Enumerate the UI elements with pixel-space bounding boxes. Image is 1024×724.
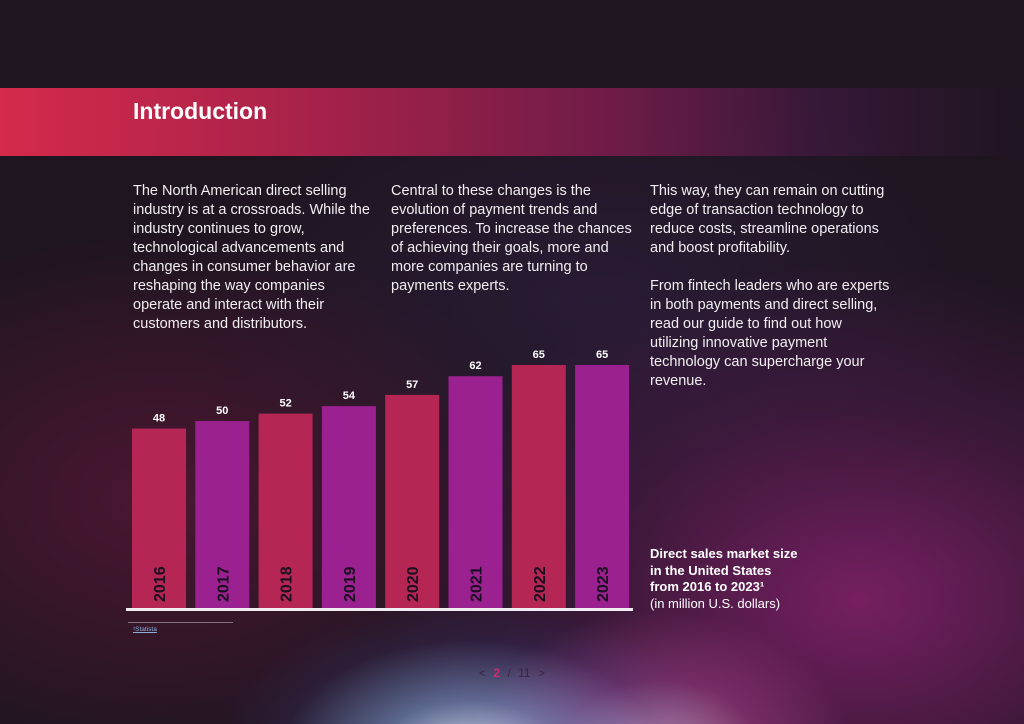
category-label: 2018 xyxy=(279,566,296,602)
intro-column-3: This way, they can remain on cutting edg… xyxy=(650,182,890,410)
caption-line: Direct sales market size xyxy=(650,546,798,561)
title-banner xyxy=(0,88,1024,156)
footnote-source-link[interactable]: ¹Statista xyxy=(133,626,157,633)
category-label: 2021 xyxy=(469,566,486,602)
page-separator: / xyxy=(507,666,511,680)
page-title: Introduction xyxy=(133,98,268,124)
total-pages: 11 xyxy=(518,666,531,680)
intro-paragraph: Central to these changes is the evolutio… xyxy=(391,183,632,294)
bar-value-label: 54 xyxy=(343,390,356,402)
bar-value-label: 48 xyxy=(153,413,165,425)
prev-page-button[interactable]: < xyxy=(479,666,487,680)
bar-value-label: 57 xyxy=(406,379,418,391)
x-axis-baseline xyxy=(126,608,633,611)
bar-2021 xyxy=(448,376,503,608)
bar-2017 xyxy=(195,421,250,608)
category-label: 2022 xyxy=(532,566,549,602)
intro-paragraph: This way, they can remain on cutting edg… xyxy=(650,183,885,256)
intro-paragraph: The North American direct selling indust… xyxy=(133,183,370,332)
bar-2016 xyxy=(132,428,186,608)
bar-2020 xyxy=(385,394,440,608)
next-page-button[interactable]: > xyxy=(537,666,545,680)
bar-2022 xyxy=(511,365,566,608)
intro-column-2: Central to these changes is the evolutio… xyxy=(391,182,636,315)
category-label: 2017 xyxy=(215,566,232,602)
bar-value-label: 50 xyxy=(216,405,228,417)
caption-unit: (in million U.S. dollars) xyxy=(650,595,781,611)
category-label: 2020 xyxy=(405,566,422,602)
page-navigation: < 2 / 11 > xyxy=(0,666,1024,680)
bar-2019 xyxy=(321,406,376,608)
bar-value-label: 65 xyxy=(533,349,545,361)
current-page-number: 2 xyxy=(493,666,501,680)
footnote-divider xyxy=(128,622,233,623)
caption-line: from 2016 to 2023¹ xyxy=(650,579,765,594)
bar-2018 xyxy=(258,413,313,608)
bar-value-label: 62 xyxy=(469,360,481,372)
bar-2023 xyxy=(575,365,630,608)
category-label: 2019 xyxy=(342,566,359,602)
caption-line: in the United States xyxy=(650,562,772,578)
bar-value-label: 52 xyxy=(279,398,291,410)
bar-value-label: 65 xyxy=(596,349,608,361)
category-label: 2016 xyxy=(152,566,169,602)
intro-column-1: The North American direct selling indust… xyxy=(133,182,378,353)
chart-caption: Direct sales market size in the United S… xyxy=(650,546,850,612)
intro-paragraph: From fintech leaders who are experts in … xyxy=(650,278,890,389)
category-label: 2023 xyxy=(595,566,612,602)
